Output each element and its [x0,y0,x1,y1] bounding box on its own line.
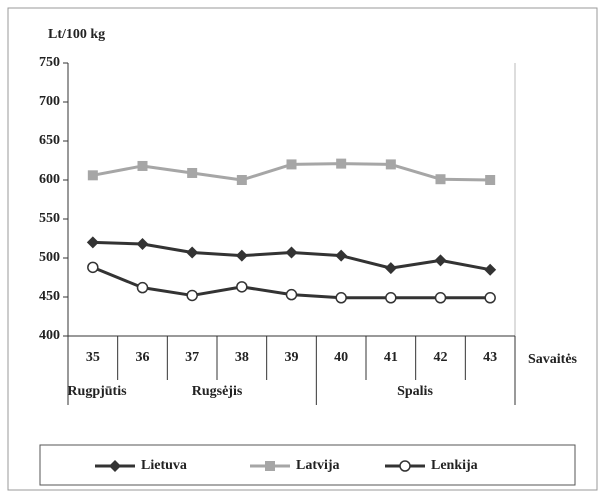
marker [187,167,198,178]
marker [285,246,298,259]
x-axis-label: Savaitės [528,352,578,367]
marker [235,249,248,262]
group-label: Rugpjūtis [67,384,127,399]
x-tick-label: 40 [334,350,348,365]
marker [385,159,396,170]
y-tick-label: 400 [39,328,60,343]
x-tick-label: 36 [136,350,150,365]
marker [484,263,497,276]
chart-frame [7,7,598,491]
y-tick-label: 550 [39,211,60,226]
x-tick-label: 35 [86,350,100,365]
x-tick-label: 38 [235,350,249,365]
marker [435,174,446,185]
marker [86,236,99,249]
marker [335,292,347,304]
y-tick-label: 750 [39,55,60,70]
marker [485,175,496,185]
marker [434,292,447,304]
y-tick-label: 600 [39,172,60,187]
marker [399,460,411,472]
marker [109,460,121,472]
marker [236,175,247,185]
group-label: Spalis [397,384,433,399]
marker [336,158,347,169]
marker [265,461,275,471]
y-tick-label: 500 [39,250,60,265]
legend-label: Latvija [296,458,340,473]
x-tick-label: 37 [185,350,199,365]
marker [186,246,199,259]
marker [385,292,397,304]
x-tick-label: 43 [483,350,497,365]
x-tick-label: 42 [434,350,448,365]
legend-label: Lenkija [431,458,478,473]
marker [186,289,198,302]
y-tick-label: 650 [39,133,60,148]
marker [434,254,447,267]
y-tick-label: 700 [39,94,60,109]
marker [87,170,98,181]
marker [137,160,148,171]
marker [87,261,99,274]
x-tick-label: 39 [285,350,299,365]
marker [236,281,248,293]
legend-label: Lietuva [141,458,187,473]
y-tick-label: 450 [39,289,60,304]
x-tick-label: 41 [384,350,398,365]
marker [286,159,297,170]
legend-box [39,444,576,486]
marker [335,249,348,262]
marker [484,292,496,304]
y-axis-label: Lt/100 kg [48,27,105,42]
group-label: Rugsėjis [192,384,243,399]
marker [384,262,397,275]
marker [136,281,149,294]
marker [136,237,149,250]
marker [285,288,298,301]
